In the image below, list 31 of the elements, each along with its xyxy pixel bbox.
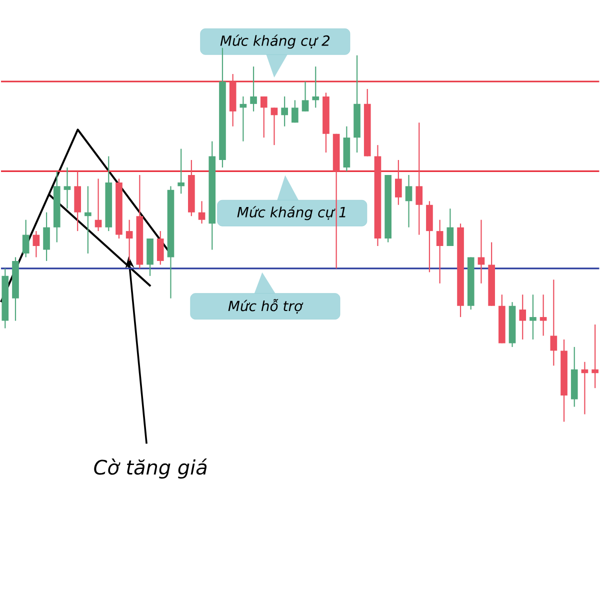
candlestick [302, 80, 309, 112]
ref-line-label: Mức kháng cự 1 [237, 206, 346, 220]
candlestick [270, 107, 278, 146]
candlestick [84, 186, 92, 254]
candlestick [395, 159, 402, 206]
candlestick [43, 212, 50, 262]
text: Cờ tăng giá [94, 458, 207, 479]
candlestick [22, 219, 30, 258]
candlestick [292, 100, 298, 124]
candlestick [250, 66, 257, 112]
candlestick [446, 208, 454, 246]
candlestick [198, 200, 206, 224]
candlestick [32, 230, 40, 258]
candlestick [156, 230, 164, 266]
candlestick [592, 324, 598, 389]
ref-line-label: Mức hỗ trợ [228, 298, 304, 314]
candlestick [64, 166, 71, 210]
candlestick [530, 294, 536, 340]
candlestick [436, 219, 444, 284]
candlestick [260, 96, 268, 138]
candlestick [540, 294, 547, 336]
candlestick [550, 279, 558, 366]
candlestick [94, 178, 102, 232]
candlestick [405, 174, 412, 228]
candlestick [281, 96, 288, 127]
candlestick [178, 148, 184, 194]
candlestick [478, 219, 485, 284]
candlestick [519, 294, 526, 340]
candlestick [416, 122, 423, 236]
ref-line-label: Mức kháng cự 2 [220, 34, 330, 49]
candlestick [312, 66, 320, 108]
